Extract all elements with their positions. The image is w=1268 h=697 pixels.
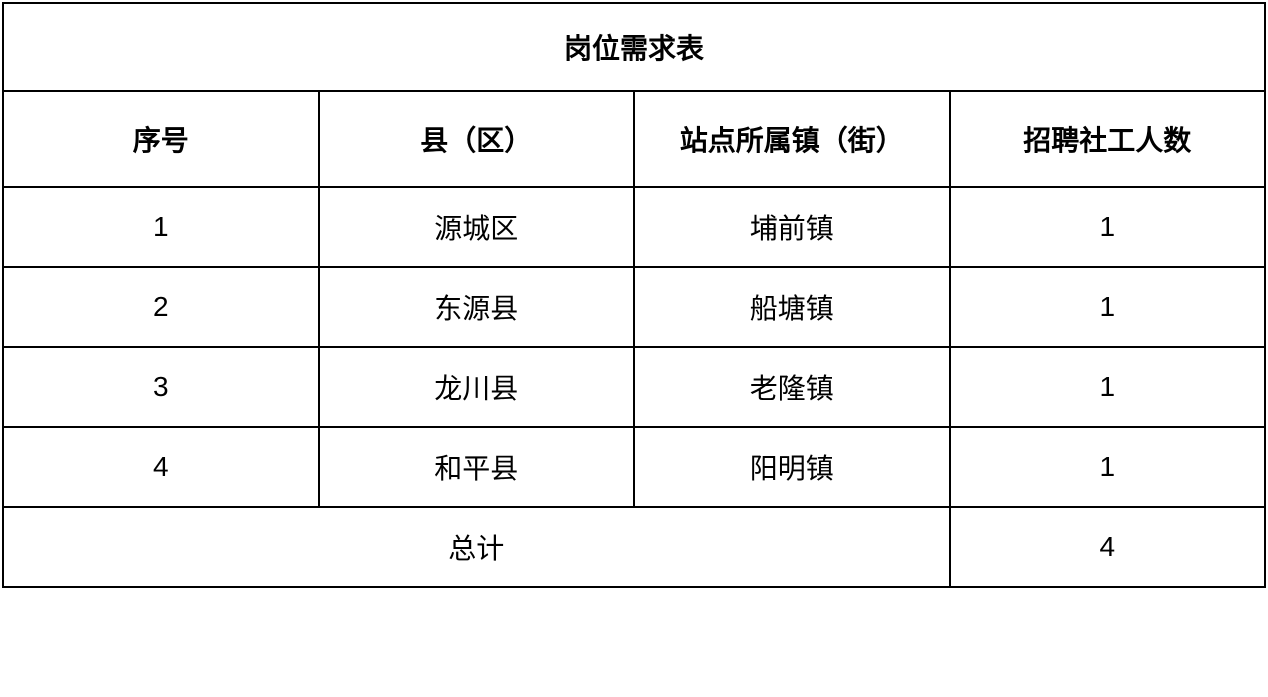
table-row: 1 源城区 埔前镇 1 [3, 187, 1265, 267]
total-value: 4 [950, 507, 1266, 587]
header-district: 县（区） [319, 91, 635, 187]
cell-seq: 2 [3, 267, 319, 347]
cell-count: 1 [950, 187, 1266, 267]
table-row: 2 东源县 船塘镇 1 [3, 267, 1265, 347]
cell-seq: 3 [3, 347, 319, 427]
table-total-row: 总计 4 [3, 507, 1265, 587]
table-title: 岗位需求表 [3, 3, 1265, 91]
cell-district: 源城区 [319, 187, 635, 267]
table-row: 3 龙川县 老隆镇 1 [3, 347, 1265, 427]
table-header-row: 序号 县（区） 站点所属镇（街） 招聘社工人数 [3, 91, 1265, 187]
cell-district: 龙川县 [319, 347, 635, 427]
cell-count: 1 [950, 267, 1266, 347]
total-label: 总计 [3, 507, 950, 587]
cell-count: 1 [950, 427, 1266, 507]
job-demand-table: 岗位需求表 序号 县（区） 站点所属镇（街） 招聘社工人数 1 源城区 埔前镇 … [2, 2, 1266, 588]
cell-district: 东源县 [319, 267, 635, 347]
cell-district: 和平县 [319, 427, 635, 507]
cell-town: 阳明镇 [634, 427, 950, 507]
cell-count: 1 [950, 347, 1266, 427]
cell-town: 老隆镇 [634, 347, 950, 427]
header-count: 招聘社工人数 [950, 91, 1266, 187]
header-seq: 序号 [3, 91, 319, 187]
cell-town: 埔前镇 [634, 187, 950, 267]
table-title-row: 岗位需求表 [3, 3, 1265, 91]
cell-seq: 1 [3, 187, 319, 267]
table-row: 4 和平县 阳明镇 1 [3, 427, 1265, 507]
cell-seq: 4 [3, 427, 319, 507]
header-town: 站点所属镇（街） [634, 91, 950, 187]
cell-town: 船塘镇 [634, 267, 950, 347]
